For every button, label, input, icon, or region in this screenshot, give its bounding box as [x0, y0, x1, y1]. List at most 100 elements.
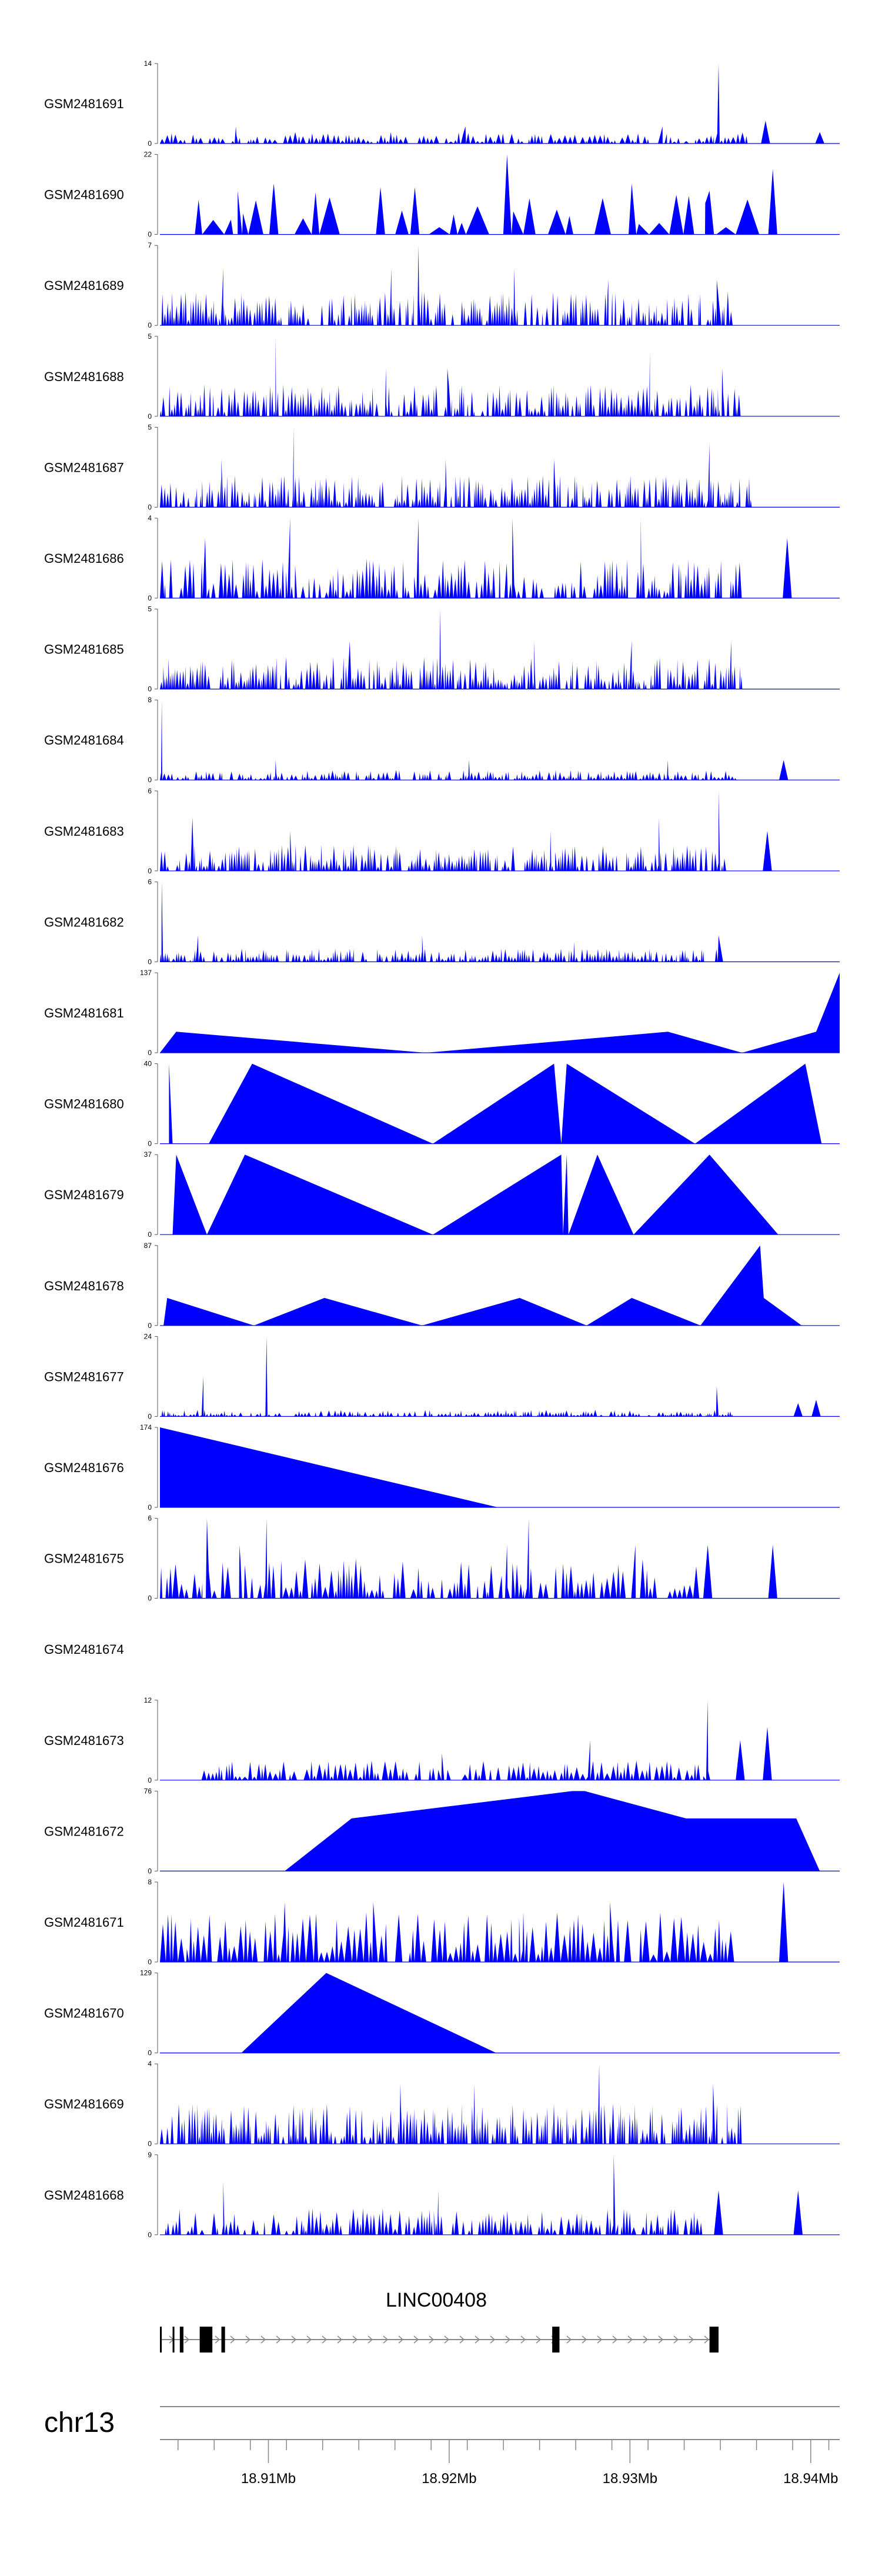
- y-max-label: 76: [144, 1787, 152, 1795]
- y-min-label: 0: [148, 1958, 152, 1966]
- track-label: GSM2481678: [44, 1279, 124, 1293]
- strand-arrow: [658, 2335, 664, 2344]
- y-min-label: 0: [148, 2231, 152, 2239]
- coverage-area: [160, 609, 840, 689]
- track-GSM2481676: GSM2481676 174 0: [44, 1423, 840, 1511]
- track-GSM2481682: GSM2481682 6 0: [44, 877, 840, 966]
- y-max-label: 6: [148, 787, 152, 795]
- gene-exon: [221, 2327, 225, 2353]
- y-min-label: 0: [148, 1322, 152, 1330]
- y-max-label: 4: [148, 514, 152, 522]
- strand-arrow: [673, 2335, 679, 2344]
- axis-tick-label: 18.94Mb: [783, 2471, 838, 2487]
- y-max-label: 5: [148, 423, 152, 431]
- coverage-area: [160, 790, 840, 871]
- y-max-label: 8: [148, 696, 152, 704]
- track-label: GSM2481669: [44, 2097, 124, 2111]
- strand-arrow: [643, 2335, 649, 2344]
- track-label: GSM2481671: [44, 1915, 124, 1930]
- y-min-label: 0: [148, 1049, 152, 1057]
- strand-arrow: [352, 2335, 358, 2344]
- y-min-label: 0: [148, 503, 152, 511]
- y-min-label: 0: [148, 776, 152, 784]
- strand-arrow: [368, 2335, 373, 2344]
- track-label: GSM2481674: [44, 1642, 124, 1657]
- track-GSM2481671: GSM2481671 8 0: [44, 1878, 840, 1966]
- track-GSM2481675: GSM2481675 6 0: [44, 1514, 840, 1603]
- strand-arrow: [322, 2335, 328, 2344]
- y-min-label: 0: [148, 321, 152, 329]
- strand-arrow: [490, 2335, 496, 2344]
- y-max-label: 37: [144, 1150, 152, 1159]
- y-max-label: 137: [140, 969, 152, 977]
- y-min-label: 0: [148, 1140, 152, 1148]
- coverage-area: [160, 2064, 840, 2144]
- y-max-label: 87: [144, 1242, 152, 1250]
- coverage-area: [160, 518, 840, 598]
- y-min-label: 0: [148, 957, 152, 966]
- track-GSM2481678: GSM2481678 87 0: [44, 1242, 840, 1330]
- gene-name-label: LINC00408: [386, 2289, 487, 2311]
- coverage-area: [160, 1882, 840, 1962]
- track-label: GSM2481686: [44, 551, 124, 566]
- y-max-label: 7: [148, 241, 152, 249]
- coverage-area: [157, 700, 840, 780]
- track-GSM2481673: GSM2481673 12 0: [44, 1696, 840, 1784]
- gene-exon: [709, 2327, 719, 2353]
- strand-arrow: [597, 2335, 603, 2344]
- y-min-label: 0: [148, 231, 152, 239]
- coverage-area: [160, 427, 840, 508]
- track-label: GSM2481680: [44, 1097, 124, 1112]
- coverage-area: [172, 1154, 779, 1235]
- axis-tick-label: 18.93Mb: [603, 2471, 657, 2487]
- strand-arrow: [612, 2335, 618, 2344]
- track-GSM2481679: GSM2481679 37 0: [44, 1150, 840, 1239]
- coverage-area: [157, 882, 840, 962]
- y-max-label: 40: [144, 1060, 152, 1068]
- y-min-label: 0: [148, 2049, 152, 2057]
- strand-arrow: [582, 2335, 587, 2344]
- coverage-area: [285, 1791, 820, 1871]
- strand-arrow: [383, 2335, 389, 2344]
- y-max-label: 14: [144, 59, 152, 68]
- y-max-label: 6: [148, 877, 152, 886]
- y-max-label: 8: [148, 1878, 152, 1886]
- strand-arrow: [536, 2335, 542, 2344]
- y-min-label: 0: [148, 594, 152, 602]
- coverage-area: [160, 1427, 498, 1507]
- track-label: GSM2481672: [44, 1824, 124, 1838]
- track-GSM2481680: GSM2481680 40 0: [44, 1060, 840, 1148]
- track-GSM2481668: GSM2481668 9 0: [44, 2151, 840, 2239]
- track-label: GSM2481689: [44, 278, 124, 293]
- track-label: GSM2481684: [44, 733, 124, 748]
- track-label: GSM2481673: [44, 1733, 124, 1748]
- chromosome-label: chr13: [44, 2407, 115, 2438]
- axis-tick-label: 18.91Mb: [241, 2471, 296, 2487]
- track-label: GSM2481681: [44, 1006, 124, 1020]
- track-label: GSM2481690: [44, 188, 124, 202]
- track-GSM2481690: GSM2481690 22 0: [44, 151, 840, 239]
- track-label: GSM2481676: [44, 1460, 124, 1475]
- y-max-label: 174: [140, 1423, 152, 1432]
- strand-arrow: [337, 2335, 343, 2344]
- y-max-label: 6: [148, 1514, 152, 1523]
- y-min-label: 0: [148, 1594, 152, 1603]
- track-GSM2481669: GSM2481669 4 0: [44, 2060, 840, 2148]
- strand-arrow: [306, 2335, 312, 2344]
- strand-arrow: [627, 2335, 633, 2344]
- coverage-tracks: GSM2481691140GSM2481690220GSM248168970GS…: [44, 59, 840, 2239]
- track-label: GSM2481675: [44, 1551, 124, 1566]
- genome-axis: chr13 18.91Mb 18.92Mb 18.93Mb 18.94Mb: [44, 2406, 840, 2487]
- axis-tick-label: 18.92Mb: [422, 2471, 476, 2487]
- gene-exon: [199, 2327, 213, 2353]
- y-max-label: 5: [148, 332, 152, 341]
- strand-arrow: [689, 2335, 694, 2344]
- strand-arrow: [276, 2335, 282, 2344]
- y-min-label: 0: [148, 867, 152, 875]
- coverage-area: [241, 1973, 496, 2053]
- track-GSM2481674: GSM2481674: [44, 1642, 124, 1657]
- gene-exon: [160, 2327, 162, 2353]
- strand-arrow: [230, 2335, 236, 2344]
- track-label: GSM2481685: [44, 642, 124, 657]
- track-GSM2481685: GSM2481685 5 0: [44, 605, 840, 693]
